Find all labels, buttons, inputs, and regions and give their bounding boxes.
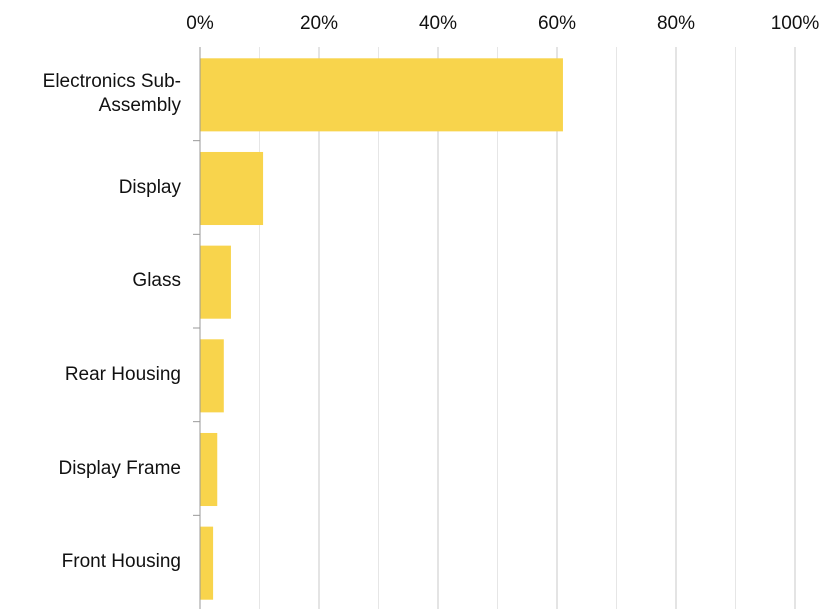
bar: [200, 245, 231, 319]
bar: [200, 526, 214, 600]
x-tick-label: 80%: [657, 13, 695, 34]
x-tick-label: 100%: [771, 13, 820, 34]
x-tick-label: 60%: [538, 13, 576, 34]
x-tick-label: 0%: [186, 13, 214, 34]
category-label: Display Frame: [58, 457, 181, 479]
category-label: Glass: [132, 270, 181, 292]
bar: [200, 339, 224, 413]
x-tick-label: 20%: [300, 13, 338, 34]
category-label: Rear Housing: [64, 363, 181, 385]
bar: [200, 58, 563, 132]
x-tick-label: 40%: [419, 13, 457, 34]
category-label: Front Housing: [61, 551, 181, 573]
bar: [200, 432, 218, 507]
category-label: Display: [118, 176, 181, 198]
bar: [200, 151, 264, 226]
category-label: Electronics Sub-Assembly: [42, 70, 181, 116]
